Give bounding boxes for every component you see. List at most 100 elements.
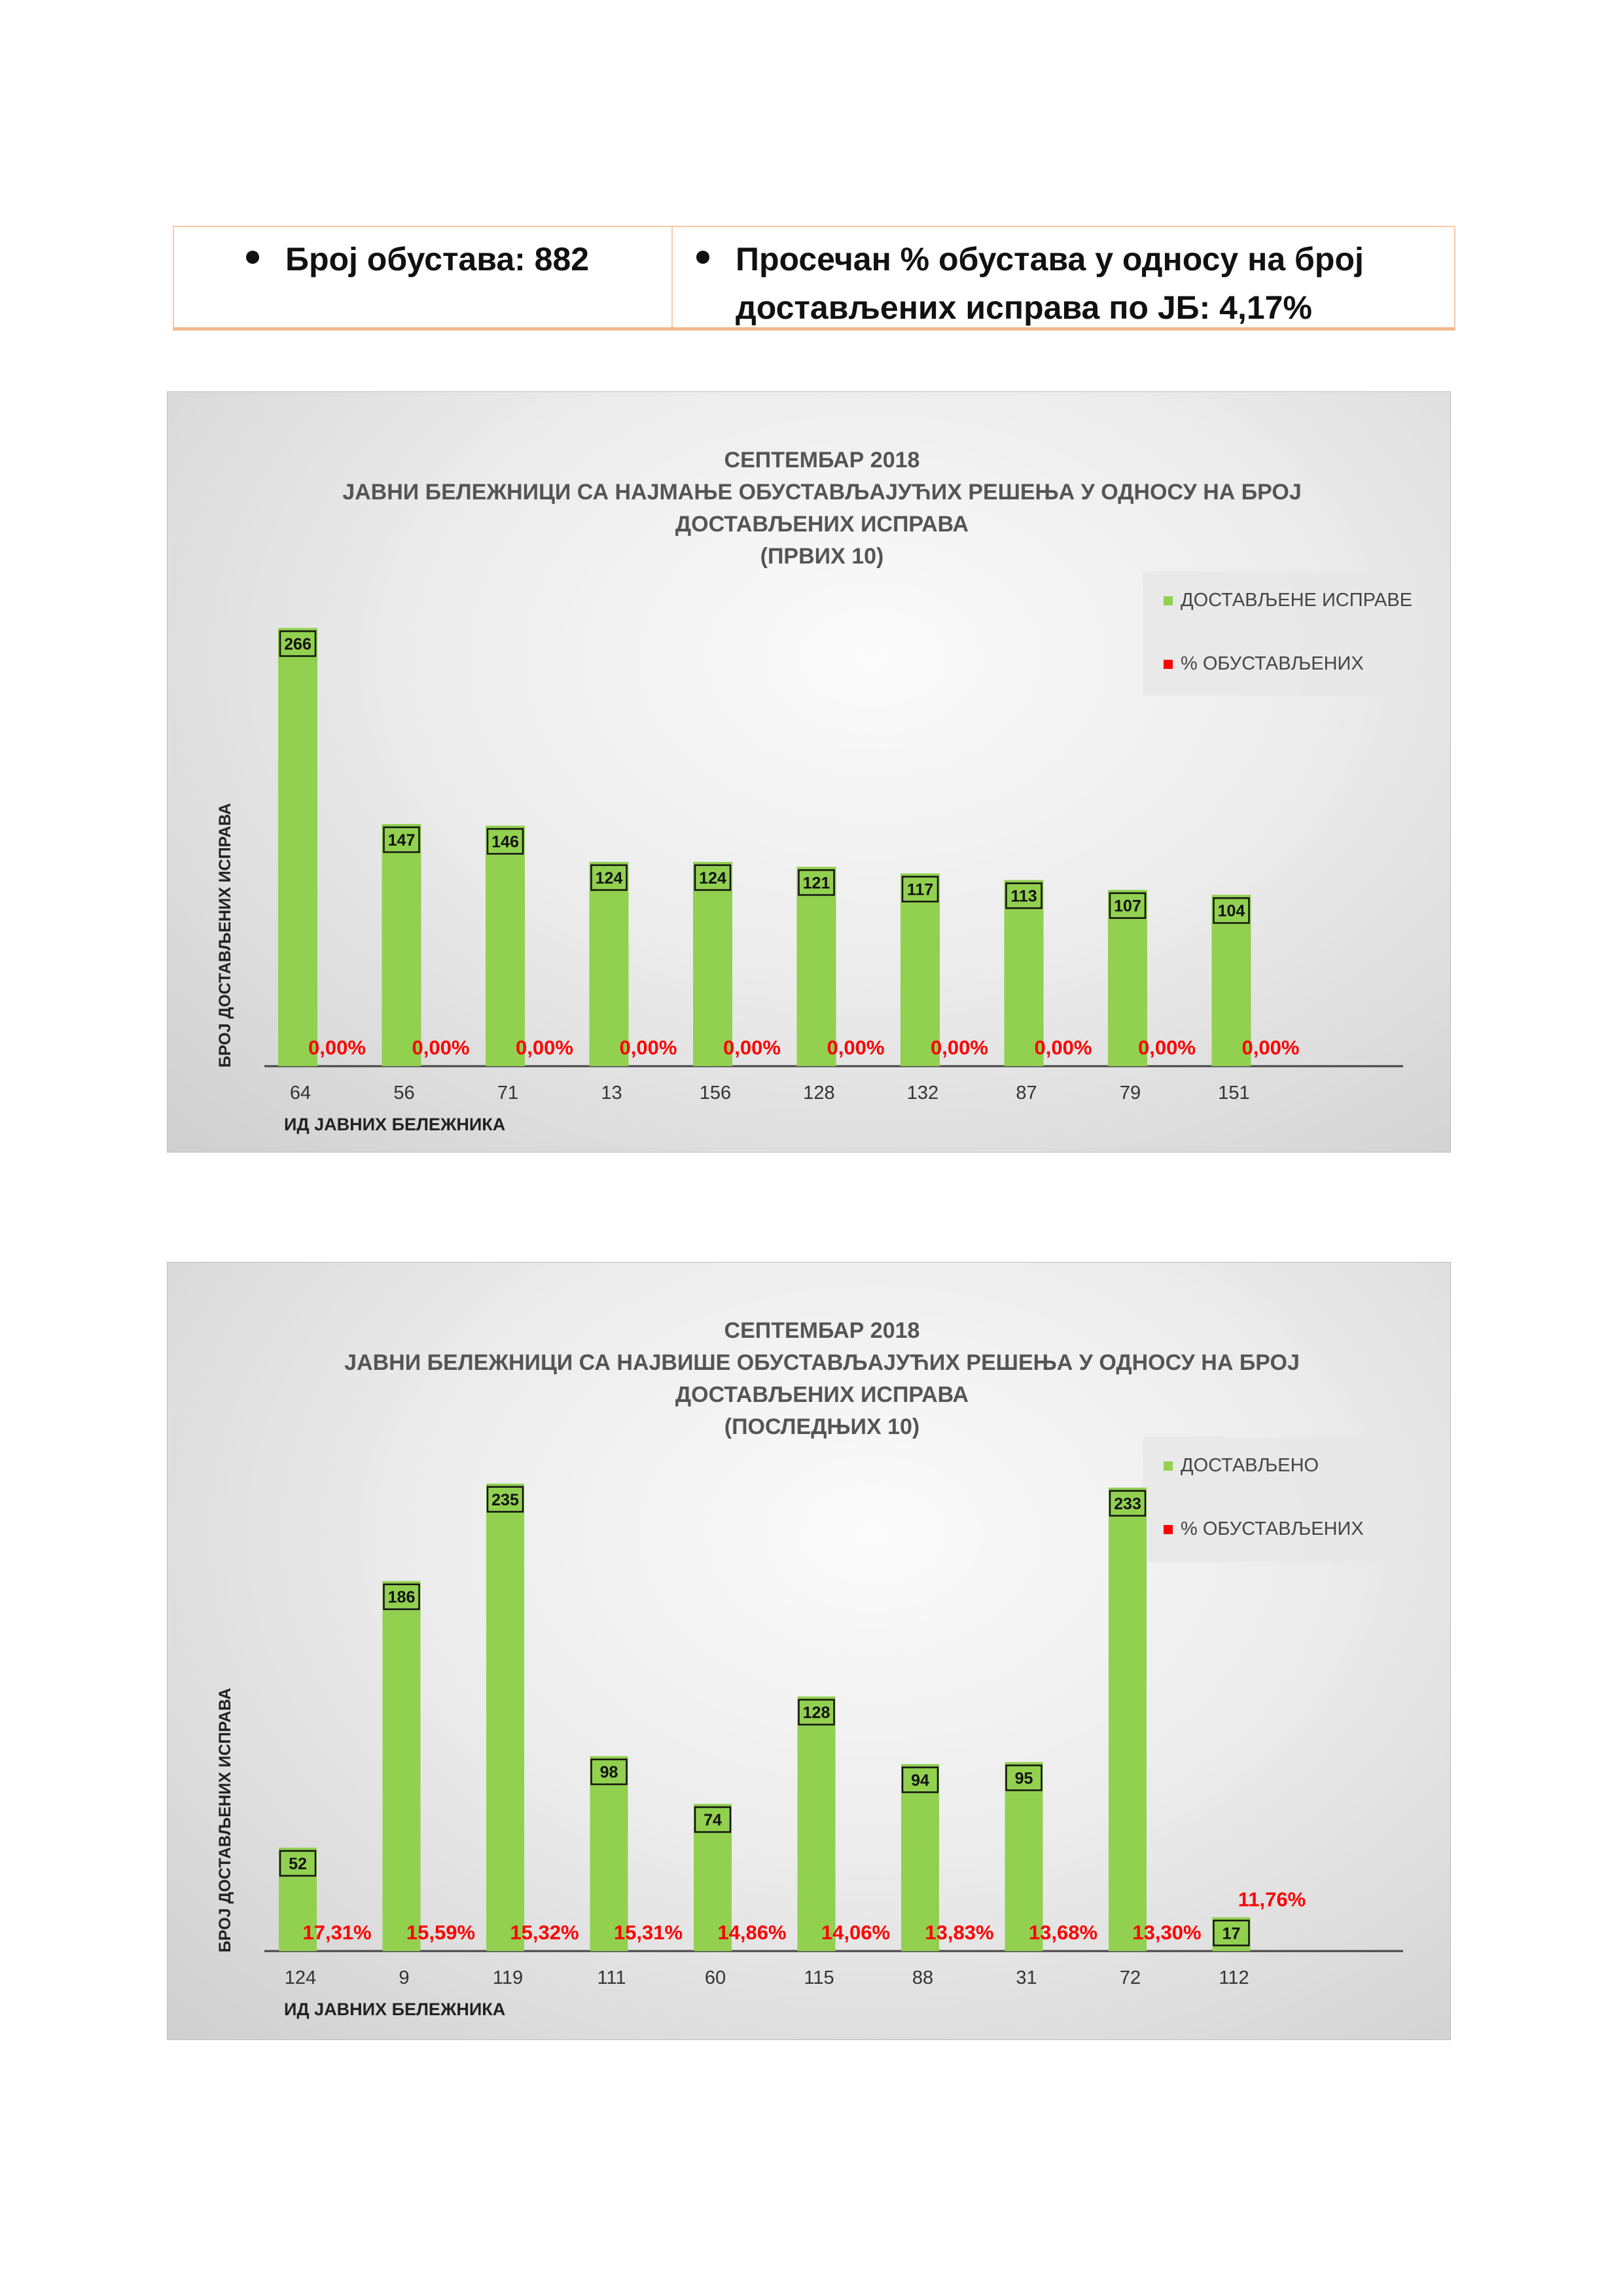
- value-label-box: [486, 828, 524, 855]
- value-label-box: [590, 1758, 628, 1785]
- category-label: 112: [1219, 1967, 1249, 1988]
- value-label-box: [694, 864, 732, 891]
- summary-cell-count: Број обустава: 882: [174, 227, 673, 327]
- value-label: 117: [907, 880, 933, 899]
- value-label: 266: [284, 635, 312, 653]
- percent-label: 13,30%: [1132, 1921, 1201, 1944]
- category-label: 119: [493, 1967, 523, 1988]
- category-label: 31: [1016, 1967, 1037, 1988]
- value-label: 186: [388, 1588, 416, 1607]
- value-label-box: [1005, 1765, 1043, 1791]
- value-label: 128: [803, 1704, 830, 1722]
- percent-label: 17,31%: [302, 1921, 371, 1944]
- value-label: 124: [596, 869, 623, 888]
- chart-title-line: ЈАВНИ БЕЛЕЖНИЦИ СА НАЈМАЊЕ ОБУСТАВЉАЈУЋИ…: [342, 480, 1302, 505]
- percent-label: 0,00%: [827, 1036, 885, 1059]
- legend-label-percent: % ОБУСТАВЉЕНИХ: [1181, 653, 1364, 674]
- category-label: 156: [700, 1083, 731, 1103]
- value-label-box: [590, 864, 628, 891]
- value-label: 113: [1010, 888, 1037, 906]
- chart-bar: [1108, 889, 1147, 1066]
- value-label: 146: [491, 833, 519, 851]
- summary-table: Број обустава: 882 Просечан % обустава у…: [173, 226, 1455, 331]
- value-label: 104: [1218, 902, 1245, 920]
- percent-label: 0,00%: [1242, 1036, 1300, 1059]
- value-label-box: [1005, 882, 1043, 909]
- category-label: 132: [907, 1083, 938, 1103]
- percent-label: 13,68%: [1029, 1921, 1097, 1944]
- chart-bar: [1005, 1762, 1043, 1951]
- percent-label: 0,00%: [1138, 1036, 1196, 1059]
- percent-label: 0,00%: [412, 1036, 470, 1059]
- chart-most-suspensions: СЕПТЕМБАР 2018 ЈАВНИ БЕЛЕЖНИЦИ СА НАЈВИШЕ…: [167, 1262, 1451, 2040]
- value-label-box: [798, 1698, 835, 1726]
- chart-bar: [797, 1696, 836, 1951]
- bullet-icon: [696, 251, 709, 264]
- value-label: 95: [1015, 1769, 1033, 1787]
- value-label-box: [486, 1486, 524, 1513]
- summary-cell-average: Просечан % обустава у односу на број дос…: [673, 227, 1454, 327]
- value-label-box: [1109, 1490, 1147, 1517]
- chart-bar: [382, 1581, 421, 1951]
- legend-label-bar: ДОСТАВЉЕНО: [1181, 1455, 1319, 1476]
- chart-title-line: (ПРВИХ 10): [760, 544, 884, 569]
- value-label: 52: [289, 1855, 307, 1873]
- bullet-icon: [246, 251, 259, 264]
- chart-bar: [901, 1764, 939, 1951]
- average-percent-line2: достављених исправа по ЈБ: 4,17%: [736, 289, 1312, 326]
- y-axis-label: БРОЈ ДОСТАВЉЕНИХ ИСПРАВА: [216, 1688, 234, 1952]
- category-label: 71: [497, 1083, 518, 1103]
- x-axis-label: ИД ЈАВНИХ БЕЛЕЖНИКА: [284, 2000, 505, 2019]
- chart-bar: [901, 873, 940, 1066]
- chart-bar: [486, 1483, 524, 1951]
- category-label: 124: [285, 1967, 316, 1988]
- value-label-box: [1213, 1920, 1250, 1946]
- percent-label: 0,00%: [620, 1036, 677, 1059]
- category-label: 72: [1120, 1967, 1141, 1988]
- category-label: 79: [1120, 1083, 1141, 1103]
- y-axis-label: БРОЈ ДОСТАВЉЕНИХ ИСПРАВА: [216, 803, 234, 1067]
- value-label: 233: [1114, 1495, 1141, 1513]
- value-label: 17: [1222, 1924, 1241, 1943]
- value-label-box: [383, 826, 420, 853]
- legend-swatch-percent: [1164, 660, 1173, 669]
- legend-label-percent: % ОБУСТАВЉЕНИХ: [1181, 1518, 1364, 1539]
- value-label: 98: [600, 1763, 618, 1782]
- percent-label: 15,31%: [614, 1921, 683, 1944]
- category-label: 9: [399, 1967, 409, 1988]
- chart-bar: [486, 825, 525, 1066]
- category-label: 87: [1016, 1083, 1037, 1103]
- value-label-box: [279, 630, 317, 657]
- legend-swatch-percent: [1164, 1525, 1173, 1534]
- chart-bar: [1004, 880, 1044, 1066]
- legend-label-bar: ДОСТАВЉЕНЕ ИСПРАВЕ: [1181, 590, 1412, 611]
- value-label: 235: [491, 1491, 519, 1509]
- percent-label: 0,00%: [308, 1036, 366, 1059]
- percent-label: 15,32%: [510, 1921, 579, 1944]
- legend-box: [1143, 571, 1411, 696]
- category-label: 115: [804, 1967, 834, 1988]
- percent-label: 0,00%: [1035, 1036, 1092, 1059]
- percent-label: 11,76%: [1238, 1888, 1306, 1910]
- category-label: 13: [601, 1083, 622, 1103]
- percent-label: 0,00%: [931, 1036, 988, 1059]
- chart-title-line: (ПОСЛЕДЊИХ 10): [724, 1414, 920, 1439]
- chart-title-line: СЕПТЕМБАР 2018: [724, 448, 920, 473]
- value-label: 107: [1114, 897, 1141, 916]
- value-label: 147: [388, 831, 416, 850]
- suspension-count-text: Број обустава: 882: [285, 241, 590, 278]
- percent-label: 13,83%: [925, 1921, 993, 1944]
- chart-title-line: СЕПТЕМБАР 2018: [724, 1318, 920, 1343]
- value-label-box: [798, 869, 835, 896]
- value-label-box: [1109, 892, 1147, 919]
- legend-box: [1143, 1437, 1410, 1562]
- percent-label: 14,86%: [717, 1921, 786, 1944]
- value-label-box: [901, 1767, 939, 1793]
- category-label: 88: [912, 1967, 933, 1988]
- value-label: 74: [704, 1811, 722, 1829]
- category-label: 60: [705, 1967, 726, 1988]
- average-percent-line1: Просечан % обустава у односу на број: [736, 241, 1364, 278]
- category-label: 111: [597, 1967, 626, 1988]
- percent-label: 15,59%: [406, 1921, 475, 1944]
- chart-bar: [382, 823, 421, 1066]
